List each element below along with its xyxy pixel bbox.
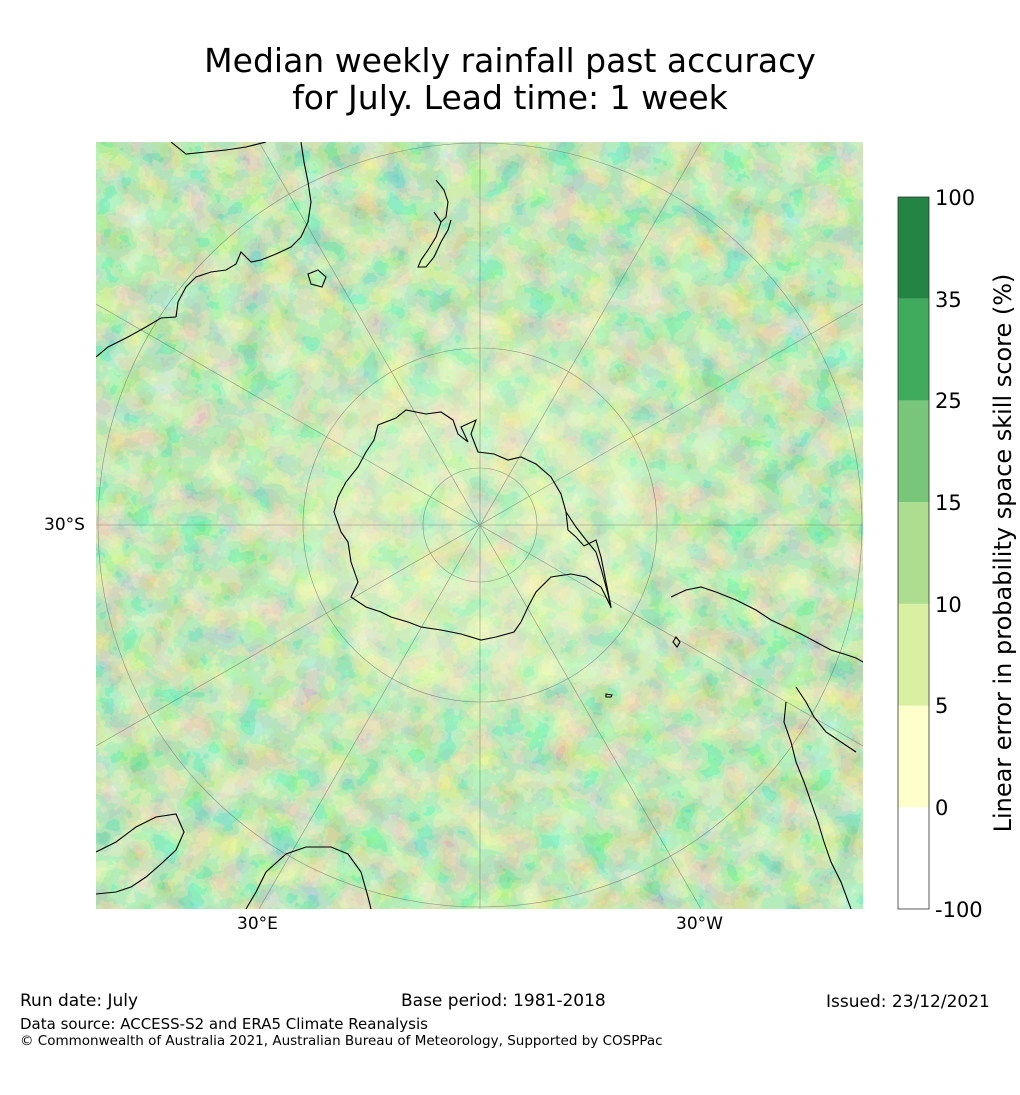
- map-title-line-2: for July. Lead time: 1 week: [292, 78, 728, 117]
- base-period: Base period: 1981-2018: [401, 991, 606, 1011]
- polar-skill-map: [96, 142, 863, 909]
- tasmania-coastline: [307, 269, 327, 288]
- colorbar-segment: [898, 298, 929, 401]
- colorbar-tick-label: 25: [935, 389, 962, 413]
- colorbar-tick-label: 35: [935, 288, 962, 312]
- antarctic-peninsula-coastline: [565, 511, 612, 609]
- colorbar-segment: [898, 603, 929, 706]
- longitude-label-30w: 30°W: [676, 914, 723, 934]
- data-source: Data source: ACCESS-S2 and ERA5 Climate …: [20, 1015, 428, 1033]
- colorbar-tick-label: 10: [935, 593, 962, 617]
- new-zealand-coastline: [417, 179, 452, 268]
- colorbar-segment: [898, 400, 929, 503]
- skill-field-light-ring: [96, 142, 863, 909]
- colorbar-frame: [897, 196, 930, 910]
- graticule: [96, 142, 863, 909]
- colorbar-axis-label: Linear error in probability space skill …: [989, 273, 1017, 833]
- south-america-coastline: [670, 586, 863, 909]
- colorbar-tick-label: 100: [935, 186, 976, 210]
- colorbar-segment: [898, 807, 929, 909]
- colorbar-tick-label: -100: [935, 898, 983, 922]
- longitude-label-30e: 30°E: [237, 914, 278, 934]
- issued-date: Issued: 23/12/2021: [826, 992, 990, 1012]
- antarctica-coastline: [333, 409, 612, 641]
- colorbar-tick-label: 15: [935, 491, 962, 515]
- africa-coastline: [96, 813, 372, 909]
- coastlines: [96, 142, 863, 909]
- colorbar-tick-label: 5: [935, 694, 949, 718]
- copyright-notice: © Commonwealth of Australia 2021, Austra…: [20, 1033, 663, 1049]
- colorbar-segment: [898, 705, 929, 808]
- meridian: [96, 303, 863, 747]
- colorbar-segment: [898, 197, 929, 299]
- colorbar-tick-label: 0: [935, 796, 949, 820]
- colorbar-segment: [898, 502, 929, 604]
- run-date: Run date: July: [20, 991, 139, 1011]
- latitude-label-30s: 30°S: [44, 515, 85, 535]
- australia-coastline: [96, 142, 312, 358]
- colorbar: [897, 196, 930, 910]
- map-title-line-1: Median weekly rainfall past accuracy: [204, 41, 816, 80]
- falkland-islands-coastline: [605, 636, 681, 698]
